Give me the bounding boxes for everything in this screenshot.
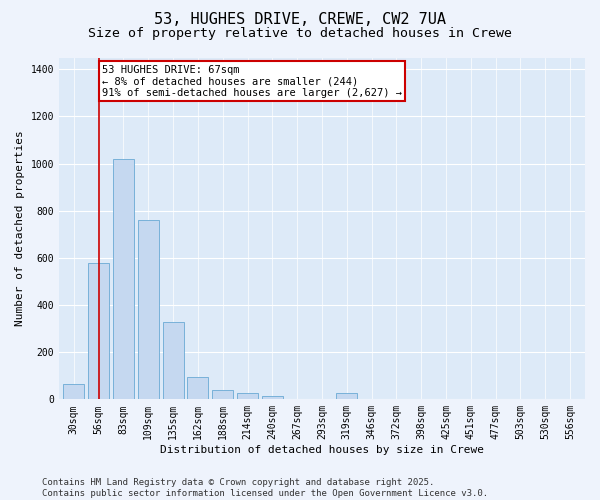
- Bar: [212, 390, 233, 400]
- Bar: [237, 394, 258, 400]
- Bar: [163, 322, 184, 400]
- Bar: [138, 220, 159, 400]
- Text: 53 HUGHES DRIVE: 67sqm
← 8% of detached houses are smaller (244)
91% of semi-det: 53 HUGHES DRIVE: 67sqm ← 8% of detached …: [103, 64, 403, 98]
- Bar: [336, 394, 358, 400]
- Text: Contains HM Land Registry data © Crown copyright and database right 2025.
Contai: Contains HM Land Registry data © Crown c…: [42, 478, 488, 498]
- Text: Size of property relative to detached houses in Crewe: Size of property relative to detached ho…: [88, 28, 512, 40]
- Bar: [262, 396, 283, 400]
- Bar: [187, 377, 208, 400]
- Y-axis label: Number of detached properties: Number of detached properties: [15, 130, 25, 326]
- Text: 53, HUGHES DRIVE, CREWE, CW2 7UA: 53, HUGHES DRIVE, CREWE, CW2 7UA: [154, 12, 446, 28]
- X-axis label: Distribution of detached houses by size in Crewe: Distribution of detached houses by size …: [160, 445, 484, 455]
- Bar: [113, 159, 134, 400]
- Bar: [63, 384, 85, 400]
- Bar: [88, 262, 109, 400]
